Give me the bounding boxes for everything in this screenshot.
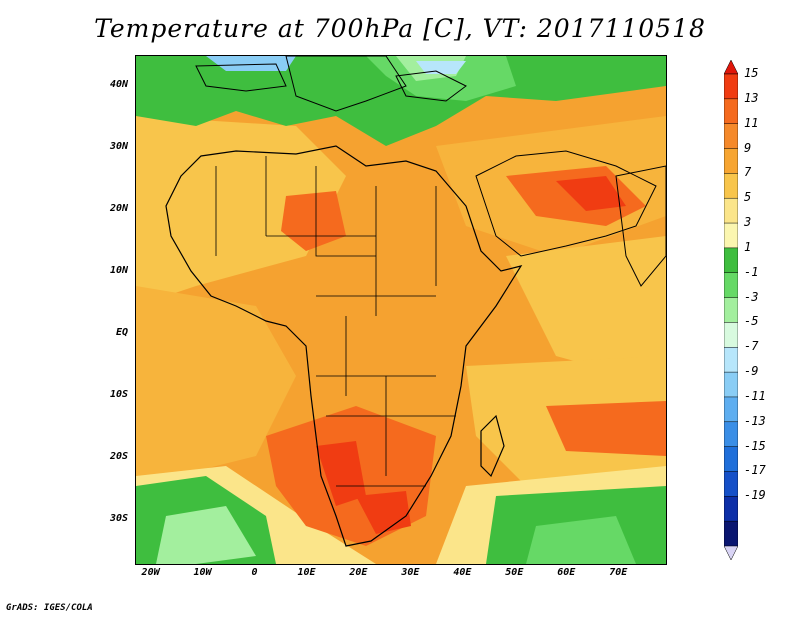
map-title: Temperature at 700hPa [C], VT: 201711051…: [94, 14, 706, 43]
colorbar-top-arrow: [724, 60, 738, 75]
black-sea-cold-zone: [416, 61, 466, 74]
colorbar-label: 9: [744, 140, 752, 155]
colorbar-swatch: [724, 197, 738, 224]
south-atlantic-cold-core: [156, 506, 256, 564]
colorbar-swatch: [724, 520, 738, 547]
colorbar-swatch: [724, 322, 738, 349]
colorbar-swatch: [724, 471, 738, 498]
temperature-map: [135, 55, 667, 565]
colorbar-label: -1: [744, 264, 759, 279]
lon-label-60e: 60E: [557, 567, 576, 578]
colorbar-label: 13: [744, 90, 759, 105]
colorbar-label: 11: [744, 115, 759, 130]
indian-ocean-band: [506, 236, 666, 386]
lat-label-30n: 30N: [109, 140, 128, 152]
colorbar-swatch: [724, 148, 738, 175]
lon-label-0: 0: [251, 567, 258, 578]
colorbar-label: -17: [744, 463, 766, 478]
madagascar-outline: [480, 414, 505, 478]
colorbar-swatch: [724, 73, 738, 100]
lat-label-20s: 20S: [109, 450, 128, 462]
colorbar-swatch: [724, 371, 738, 398]
footer-credit: GrADS: IGES/COLA: [6, 603, 93, 613]
colorbar-label: 15: [744, 66, 759, 80]
colorbar-swatch: [724, 396, 738, 423]
europe-cool-zone: [366, 56, 516, 101]
arabia-outline: [475, 150, 657, 257]
colorbar-label: -11: [744, 388, 766, 403]
colorbar-label: -19: [744, 488, 766, 503]
lat-label-eq: EQ: [115, 326, 128, 338]
namibia-peak-core: [316, 441, 366, 506]
sahara-west-band: [136, 116, 346, 306]
south-africa-peak-core: [356, 491, 411, 534]
mediterranean-cool-zone: [136, 56, 666, 146]
colorbar-label: 1: [744, 239, 752, 254]
lon-label-20w: 20W: [141, 567, 160, 578]
colorbar-swatch: [724, 421, 738, 448]
colorbar-swatch: [724, 222, 738, 249]
lon-label-40e: 40E: [453, 567, 472, 578]
colorbar-label: 5: [744, 190, 752, 205]
lat-label-30s: 30S: [109, 512, 128, 524]
lon-label-30e: 30E: [401, 567, 420, 578]
turkey-outline: [395, 70, 467, 102]
colorbar-label: -7: [744, 339, 759, 354]
lat-label-10s: 10S: [109, 388, 128, 400]
colorbar-label: -15: [744, 438, 766, 453]
country-borders: [215, 156, 456, 487]
india-outline: [615, 165, 666, 287]
africa-coastline: [165, 145, 523, 547]
colorbar-label: -5: [744, 314, 759, 329]
colorbar-swatch: [724, 98, 738, 125]
colorbar-swatch: [724, 173, 738, 199]
lon-label-10w: 10W: [193, 567, 212, 578]
lon-label-50e: 50E: [505, 567, 524, 578]
lat-label-10n: 10N: [109, 264, 128, 276]
colorbar-swatch: [724, 297, 738, 324]
iberia-cold-zone: [206, 56, 296, 71]
colorbar-bottom-arrow: [724, 545, 738, 560]
indian-ocean-hot-core: [546, 401, 666, 456]
colorbar-label: -3: [744, 289, 759, 304]
colorbar-swatch: [724, 347, 738, 373]
iberia-outline: [195, 63, 287, 92]
lat-label-40n: 40N: [109, 78, 128, 90]
lon-label-20e: 20E: [349, 567, 368, 578]
lon-label-10e: 10E: [297, 567, 316, 578]
colorbar-label: 7: [744, 165, 752, 180]
colorbar-swatch: [724, 247, 738, 274]
lon-label-70e: 70E: [609, 567, 628, 578]
arabian-peak-core: [556, 176, 626, 211]
colorbar-swatch: [724, 123, 738, 150]
south-indian-cold-core: [526, 516, 636, 564]
europe-outline: [285, 56, 407, 112]
atlantic-band: [136, 286, 296, 486]
colorbar-label: -9: [744, 364, 759, 379]
colorbar: [724, 60, 738, 560]
colorbar-swatch: [724, 446, 738, 473]
colorbar-label: -13: [744, 413, 766, 428]
map-canvas: [136, 56, 666, 564]
colorbar-swatch: [724, 496, 738, 522]
colorbar-swatch: [724, 272, 738, 299]
lat-label-20n: 20N: [109, 202, 128, 214]
colorbar-label: 3: [744, 215, 752, 230]
